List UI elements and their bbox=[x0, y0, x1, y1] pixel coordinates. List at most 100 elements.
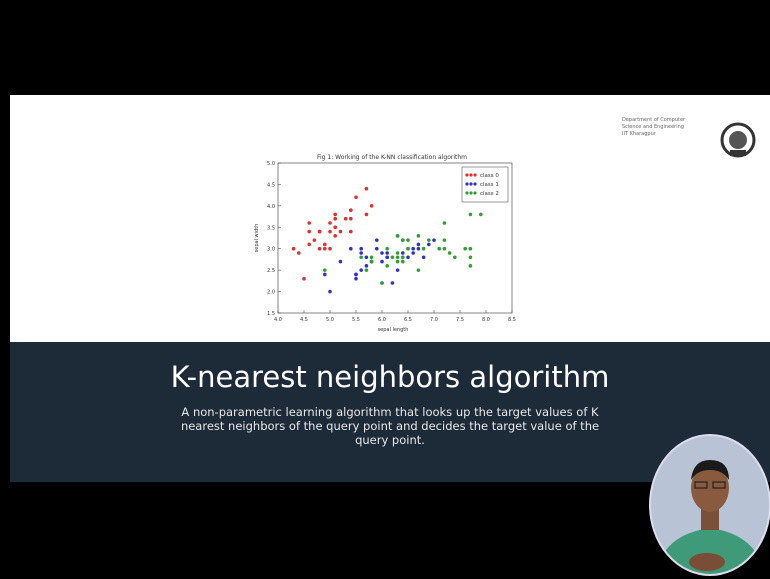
chart: Fig 1: Working of the K-NN classificatio… bbox=[250, 150, 530, 335]
point bbox=[406, 238, 410, 242]
point bbox=[359, 255, 363, 259]
department-line: IIT Kharagpur bbox=[622, 131, 685, 138]
y-tick-label: 1.5 bbox=[267, 311, 275, 317]
point bbox=[417, 243, 421, 247]
point bbox=[443, 221, 447, 225]
point bbox=[339, 230, 343, 234]
slide-title: K-nearest neighbors algorithm bbox=[10, 360, 770, 394]
point bbox=[406, 247, 410, 251]
point bbox=[427, 243, 431, 247]
point bbox=[302, 277, 306, 281]
x-tick-label: 5.0 bbox=[326, 317, 334, 323]
point bbox=[349, 217, 353, 221]
point bbox=[365, 264, 369, 268]
legend-label: class 1 bbox=[480, 182, 499, 188]
slide-description: A non-parametric learning algorithm that… bbox=[60, 405, 720, 447]
point bbox=[328, 290, 332, 294]
point bbox=[323, 247, 327, 251]
point bbox=[354, 277, 358, 281]
y-tick-label: 2.5 bbox=[267, 268, 275, 274]
legend-label: class 0 bbox=[480, 173, 499, 179]
point bbox=[469, 264, 473, 268]
point bbox=[323, 268, 327, 272]
point bbox=[443, 238, 447, 242]
y-axis-label: sepal width bbox=[254, 224, 260, 253]
point bbox=[401, 260, 405, 264]
point bbox=[349, 208, 353, 212]
point bbox=[365, 187, 369, 191]
legend-marker bbox=[465, 182, 468, 185]
point bbox=[359, 247, 363, 251]
point bbox=[344, 217, 348, 221]
point bbox=[333, 225, 337, 229]
point bbox=[365, 255, 369, 259]
point bbox=[354, 273, 358, 277]
point bbox=[354, 195, 358, 199]
point bbox=[370, 255, 374, 259]
point bbox=[401, 238, 405, 242]
point bbox=[448, 251, 452, 255]
point bbox=[391, 255, 395, 259]
point bbox=[297, 251, 301, 255]
department-line: Science and Engineering bbox=[622, 124, 685, 131]
x-tick-label: 7.5 bbox=[456, 317, 464, 323]
point bbox=[396, 260, 400, 264]
point bbox=[323, 273, 327, 277]
point bbox=[333, 213, 337, 217]
point bbox=[318, 230, 322, 234]
point bbox=[391, 281, 395, 285]
point bbox=[365, 268, 369, 272]
y-tick-label: 4.5 bbox=[267, 182, 275, 188]
point bbox=[443, 247, 447, 251]
legend-marker bbox=[465, 173, 468, 176]
point bbox=[396, 268, 400, 272]
point bbox=[385, 251, 389, 255]
point bbox=[417, 234, 421, 238]
point bbox=[422, 247, 426, 251]
legend-marker bbox=[469, 173, 472, 176]
point bbox=[411, 251, 415, 255]
point bbox=[359, 268, 363, 272]
point bbox=[380, 260, 384, 264]
video-frame: Department of Computer Science and Engin… bbox=[0, 0, 770, 579]
legend-marker bbox=[473, 182, 476, 185]
point bbox=[406, 255, 410, 259]
point bbox=[370, 260, 374, 264]
presenter-webcam bbox=[645, 430, 770, 579]
point bbox=[469, 213, 473, 217]
point bbox=[328, 247, 332, 251]
point bbox=[307, 221, 311, 225]
department-line: Department of Computer bbox=[622, 117, 685, 124]
point bbox=[385, 247, 389, 251]
point bbox=[318, 247, 322, 251]
legend-marker bbox=[473, 191, 476, 194]
y-tick-label: 3.0 bbox=[267, 247, 275, 253]
point bbox=[479, 213, 483, 217]
point bbox=[427, 238, 431, 242]
y-tick-label: 5.0 bbox=[267, 161, 275, 167]
point bbox=[396, 255, 400, 259]
point bbox=[401, 251, 405, 255]
x-tick-label: 8.5 bbox=[508, 317, 516, 323]
point bbox=[417, 268, 421, 272]
point bbox=[463, 247, 467, 251]
x-tick-label: 8.0 bbox=[482, 317, 490, 323]
point bbox=[349, 247, 353, 251]
point bbox=[328, 230, 332, 234]
description-line: A non-parametric learning algorithm that… bbox=[60, 405, 720, 419]
legend-marker bbox=[469, 182, 472, 185]
chart-title: Fig 1: Working of the K-NN classificatio… bbox=[317, 154, 467, 161]
point bbox=[375, 247, 379, 251]
point bbox=[437, 247, 441, 251]
point bbox=[313, 238, 317, 242]
legend-marker bbox=[465, 191, 468, 194]
x-axis-label: sepal length bbox=[378, 327, 409, 333]
x-tick-label: 4.5 bbox=[300, 317, 308, 323]
point bbox=[307, 230, 311, 234]
point bbox=[333, 234, 337, 238]
legend-marker bbox=[473, 173, 476, 176]
x-tick-label: 7.0 bbox=[430, 317, 438, 323]
description-line: query point. bbox=[60, 433, 720, 447]
point bbox=[432, 238, 436, 242]
x-tick-label: 6.0 bbox=[378, 317, 386, 323]
